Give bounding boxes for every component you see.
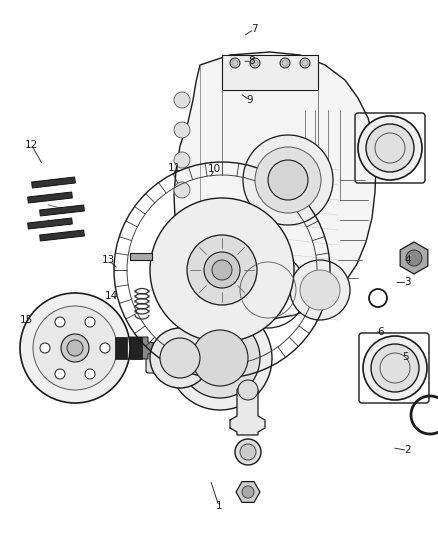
Text: 13: 13 bbox=[102, 255, 115, 265]
Polygon shape bbox=[28, 192, 72, 203]
Polygon shape bbox=[28, 218, 72, 229]
Circle shape bbox=[150, 328, 210, 388]
Text: 6: 6 bbox=[378, 327, 385, 337]
Text: 1: 1 bbox=[215, 502, 223, 511]
Circle shape bbox=[366, 124, 414, 172]
Circle shape bbox=[20, 293, 130, 403]
FancyBboxPatch shape bbox=[146, 343, 215, 373]
Circle shape bbox=[100, 343, 110, 353]
Circle shape bbox=[406, 250, 422, 266]
Circle shape bbox=[280, 58, 290, 68]
Text: 15: 15 bbox=[20, 315, 33, 325]
Circle shape bbox=[174, 92, 190, 108]
Circle shape bbox=[204, 252, 240, 288]
Circle shape bbox=[160, 338, 200, 378]
Circle shape bbox=[300, 58, 310, 68]
Circle shape bbox=[67, 340, 83, 356]
Circle shape bbox=[290, 260, 350, 320]
Circle shape bbox=[33, 306, 117, 390]
Text: 14: 14 bbox=[105, 291, 118, 301]
Text: 3: 3 bbox=[404, 278, 411, 287]
Circle shape bbox=[230, 58, 240, 68]
Circle shape bbox=[363, 336, 427, 400]
Circle shape bbox=[250, 58, 260, 68]
Text: 2: 2 bbox=[404, 446, 411, 455]
Polygon shape bbox=[40, 205, 85, 216]
Circle shape bbox=[174, 152, 190, 168]
Circle shape bbox=[243, 135, 333, 225]
Circle shape bbox=[235, 439, 261, 465]
Circle shape bbox=[61, 334, 89, 362]
Circle shape bbox=[242, 486, 254, 498]
Circle shape bbox=[174, 212, 190, 228]
Polygon shape bbox=[400, 242, 428, 274]
Circle shape bbox=[238, 380, 258, 400]
Polygon shape bbox=[130, 253, 152, 260]
Polygon shape bbox=[40, 230, 85, 241]
FancyBboxPatch shape bbox=[115, 337, 127, 359]
Circle shape bbox=[150, 198, 294, 342]
Circle shape bbox=[180, 318, 260, 398]
Text: 11: 11 bbox=[168, 163, 181, 173]
Text: 5: 5 bbox=[402, 352, 409, 362]
Polygon shape bbox=[174, 52, 376, 320]
Text: 9: 9 bbox=[246, 95, 253, 105]
Circle shape bbox=[168, 306, 272, 410]
Circle shape bbox=[174, 122, 190, 138]
Circle shape bbox=[240, 444, 256, 460]
Polygon shape bbox=[75, 337, 160, 359]
Circle shape bbox=[212, 260, 232, 280]
Polygon shape bbox=[236, 482, 260, 503]
Text: 10: 10 bbox=[208, 165, 221, 174]
Text: 7: 7 bbox=[251, 25, 258, 34]
Polygon shape bbox=[230, 385, 265, 435]
Circle shape bbox=[187, 235, 257, 305]
Circle shape bbox=[300, 270, 340, 310]
Circle shape bbox=[268, 160, 308, 200]
Text: 4: 4 bbox=[404, 255, 411, 265]
Circle shape bbox=[85, 369, 95, 379]
Circle shape bbox=[174, 182, 190, 198]
Polygon shape bbox=[32, 177, 75, 188]
Circle shape bbox=[371, 344, 419, 392]
Circle shape bbox=[55, 369, 65, 379]
Circle shape bbox=[358, 116, 422, 180]
Circle shape bbox=[55, 317, 65, 327]
FancyBboxPatch shape bbox=[130, 337, 142, 359]
Circle shape bbox=[85, 317, 95, 327]
Polygon shape bbox=[222, 55, 318, 90]
Text: 12: 12 bbox=[25, 140, 38, 150]
Circle shape bbox=[192, 330, 248, 386]
Circle shape bbox=[255, 147, 321, 213]
Circle shape bbox=[40, 343, 50, 353]
Text: 8: 8 bbox=[248, 56, 255, 66]
